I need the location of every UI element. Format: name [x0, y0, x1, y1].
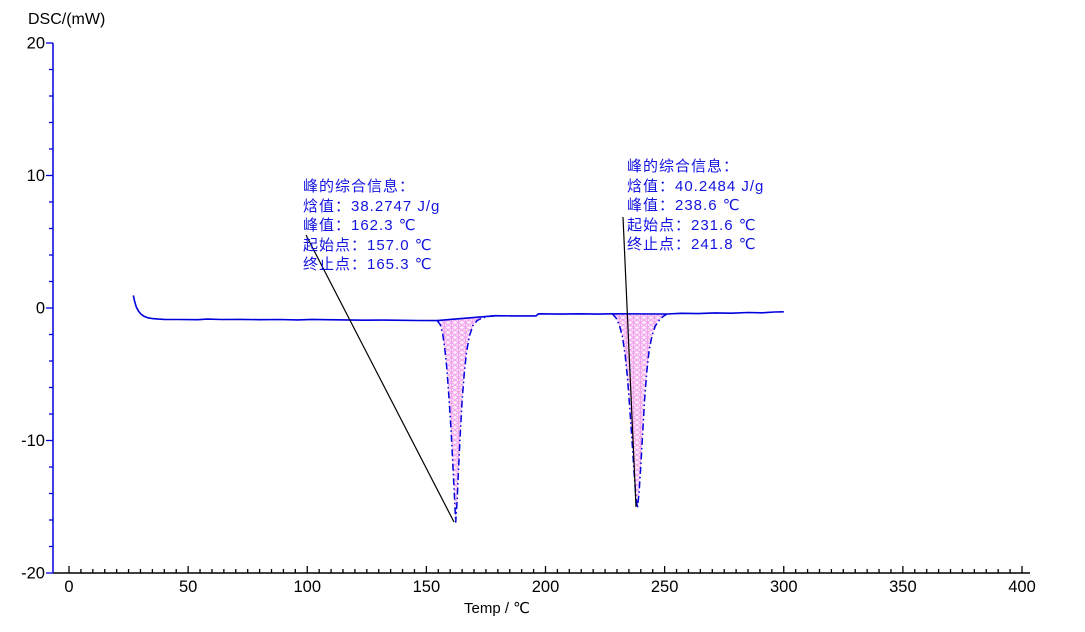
- peak1-onset-temp: 起始点：157.0 ℃: [303, 236, 433, 254]
- x-axis-tick-label: 100: [293, 578, 321, 596]
- peak1-leader-line: [305, 234, 455, 523]
- x-axis-title: Temp / ℃: [464, 600, 531, 617]
- y-axis-tick-label: -10: [21, 432, 45, 450]
- y-axis-tick-label: 0: [36, 300, 45, 318]
- peak2-end-temp: 终止点：241.8 ℃: [627, 236, 757, 253]
- y-axis-tick-label: 20: [27, 35, 45, 53]
- peak1-enthalpy-value: 焓值：38.2747 J/g: [303, 197, 441, 215]
- peak1-dashed-outline: [436, 314, 496, 523]
- leader-line-layer: [305, 216, 637, 523]
- y-axis-title: DSC/(mW): [28, 11, 106, 28]
- peak1-area-fill: [437, 315, 496, 523]
- x-axis-tick-label: 400: [1008, 578, 1036, 596]
- peak2-dashed-outline: [611, 313, 668, 509]
- x-axis-tick-label: 150: [413, 578, 441, 596]
- x-axis-tick-label: 200: [532, 578, 560, 596]
- x-axis-tick-label: 250: [651, 578, 679, 596]
- peak-fill-layer: [437, 313, 667, 523]
- x-axis-tick-label: 50: [179, 578, 197, 596]
- peak2-onset-temp: 起始点：231.6 ℃: [627, 216, 757, 234]
- curve-layer: [132, 295, 784, 523]
- peak2-peak-temp: 峰值：238.6 ℃: [627, 197, 741, 214]
- y-axis-tick-label: -20: [21, 565, 45, 583]
- peak1-end-temp: 终止点：165.3 ℃: [303, 256, 433, 273]
- peak2-annotation: 峰的综合信息： 焓值：40.2484 J/g 峰值：238.6 ℃ 起始点：23…: [627, 157, 764, 255]
- peak2-annotation-header: 峰的综合信息：: [627, 158, 740, 175]
- x-axis-tick-label: 350: [889, 578, 917, 596]
- peak1-peak-temp: 峰值：162.3 ℃: [303, 217, 417, 234]
- x-axis-tick-label: 0: [64, 578, 73, 596]
- peak2-leader-line: [622, 216, 637, 508]
- x-axis-tick-label: 300: [770, 578, 798, 596]
- peak1-annotation: 峰的综合信息： 焓值：38.2747 J/g 峰值：162.3 ℃ 起始点：15…: [303, 177, 440, 275]
- dsc-curve: [132, 295, 784, 322]
- peak1-annotation-header: 峰的综合信息：: [303, 178, 416, 195]
- y-axis-tick-label: 10: [27, 167, 45, 185]
- peak2-area-fill: [612, 313, 667, 509]
- peak2-enthalpy-value: 焓值：40.2484 J/g: [627, 177, 765, 195]
